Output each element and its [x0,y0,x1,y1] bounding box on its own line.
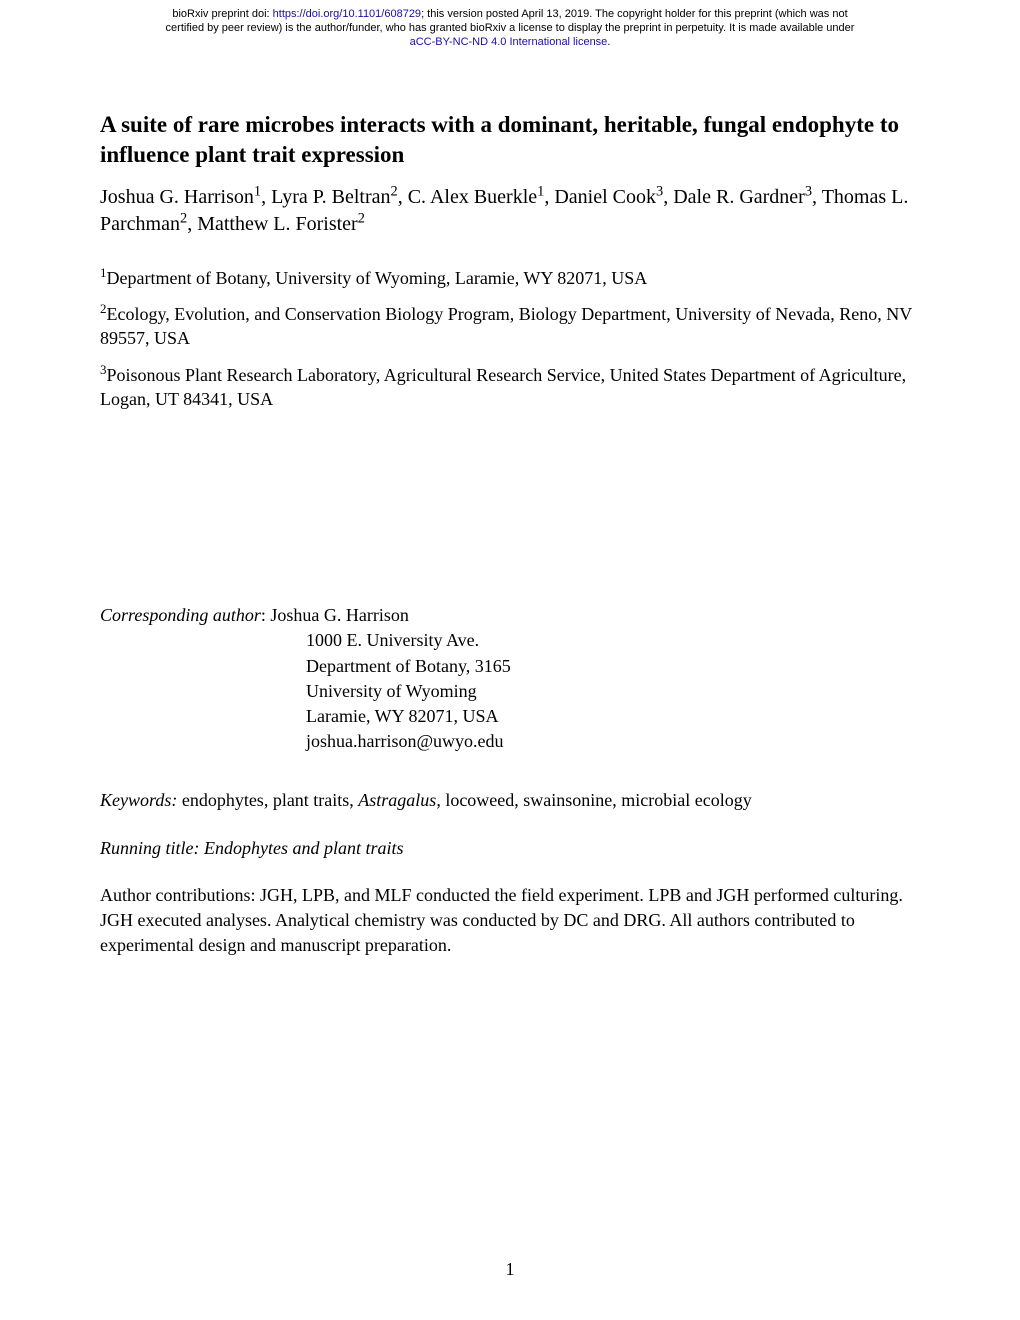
doi-link[interactable]: https://doi.org/10.1101/608729 [273,8,421,20]
page-content: A suite of rare microbes interacts with … [100,110,920,958]
license-link[interactable]: aCC-BY-NC-ND 4.0 International license [410,36,608,48]
preprint-line1-prefix: bioRxiv preprint doi: [172,8,272,20]
author-1-sup: 1 [254,183,261,199]
author-3-sup: 1 [537,183,544,199]
author-2-sup: 2 [391,183,398,199]
preprint-line2: certified by peer review) is the author/… [166,22,855,34]
author-6-sup: 2 [180,210,187,226]
author-3: C. Alex Buerkle [408,186,537,208]
keywords-label: Keywords: [100,790,177,810]
author-2: Lyra P. Beltran [271,186,390,208]
running-title: Running title: Endophytes and plant trai… [100,836,920,861]
author-list: Joshua G. Harrison1, Lyra P. Beltran2, C… [100,184,920,238]
author-contributions: Author contributions: JGH, LPB, and MLF … [100,883,920,959]
author-5: Dale R. Gardner [673,186,805,208]
author-4-sup: 3 [656,183,663,199]
keywords-italic: Astragalus [358,790,436,810]
keywords-block: Keywords: endophytes, plant traits, Astr… [100,788,920,813]
paper-title: A suite of rare microbes interacts with … [100,110,920,170]
corresponding-author-block: Corresponding author: Joshua G. Harrison… [100,603,920,754]
author-7-sup: 2 [358,210,365,226]
corresponding-line-0: Joshua G. Harrison [270,605,408,625]
affiliation-1: 1Department of Botany, University of Wyo… [100,266,920,290]
preprint-line1-suffix: ; this version posted April 13, 2019. Th… [421,8,848,20]
keywords-pre: endophytes, plant traits, [177,790,358,810]
corresponding-line-1: 1000 E. University Ave. [306,628,920,653]
corresponding-line-4: Laramie, WY 82071, USA [306,704,920,729]
affiliation-3: 3Poisonous Plant Research Laboratory, Ag… [100,363,920,412]
keywords-post: , locoweed, swainsonine, microbial ecolo… [436,790,751,810]
corresponding-line-5: joshua.harrison@uwyo.edu [306,729,920,754]
vertical-spacer [100,754,920,788]
author-1: Joshua G. Harrison [100,186,254,208]
affiliation-1-text: Department of Botany, University of Wyom… [106,268,647,288]
author-5-sup: 3 [805,183,812,199]
vertical-spacer [100,814,920,836]
vertical-spacer [100,861,920,883]
corresponding-line-2: Department of Botany, 3165 [306,654,920,679]
preprint-header: bioRxiv preprint doi: https://doi.org/10… [0,8,1020,49]
corresponding-line-3: University of Wyoming [306,679,920,704]
affiliation-2: 2Ecology, Evolution, and Conservation Bi… [100,302,920,351]
corresponding-sep: : [261,605,271,625]
affiliation-2-text: Ecology, Evolution, and Conservation Bio… [100,304,912,348]
vertical-spacer [100,423,920,603]
page-number: 1 [0,1259,1020,1280]
affiliation-3-text: Poisonous Plant Research Laboratory, Agr… [100,365,906,409]
license-suffix: . [607,36,610,48]
corresponding-label: Corresponding author [100,605,261,625]
author-7: Matthew L. Forister [197,213,358,235]
author-4: Daniel Cook [554,186,656,208]
